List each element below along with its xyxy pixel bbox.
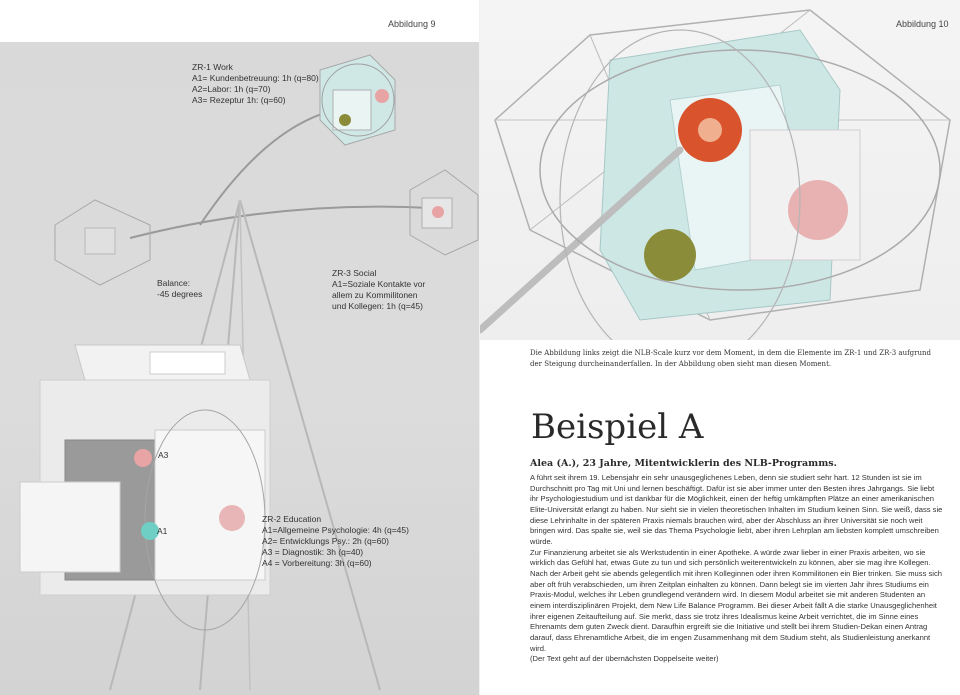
figure-label: Abbildung 10 <box>896 19 949 29</box>
section-title: Beispiel A <box>531 407 704 447</box>
section-subtitle: Alea (A.), 23 Jahre, Mitentwicklerin des… <box>530 458 837 469</box>
left-page: Abbildung 9 ZR-1 Work A1= Kundenbetreuun… <box>0 19 480 695</box>
marker-a3: A3 <box>158 450 169 460</box>
balance-annotation: Balance: -45 degrees <box>157 278 203 299</box>
body-paragraph: Zur Finanzierung arbeitet sie als Werkst… <box>530 547 942 653</box>
balance-cube <box>54 199 151 286</box>
continuation-note: (Der Text geht auf der übernächsten Dopp… <box>530 654 719 664</box>
marker-a1: A1 <box>157 526 168 536</box>
zr2-education-annotation: ZR-2 Education A1=Allgemeine Psychologie… <box>262 514 409 568</box>
body-text: A führt seit ihrem 19. Lebensjahr ein se… <box>530 473 944 665</box>
zr2-structure <box>19 344 271 631</box>
figure-label: Abbildung 9 <box>388 19 436 29</box>
right-page: Abbildung 10 <box>480 0 960 695</box>
zr3-cube <box>409 169 479 256</box>
falling-elements-illustration <box>480 9 951 340</box>
nlb-scale-illustration <box>19 54 479 691</box>
figure-caption: Die Abbildung links zeigt die NLB-Scale … <box>530 349 931 368</box>
body-paragraph: A führt seit ihrem 19. Lebensjahr ein se… <box>530 473 943 546</box>
zr1-work-annotation: ZR-1 Work A1= Kundenbetreuung: 1h (q=80)… <box>192 62 319 105</box>
zr1-cube <box>319 54 396 146</box>
zr3-social-annotation: ZR-3 Social A1=Soziale Kontakte vor alle… <box>332 268 426 311</box>
